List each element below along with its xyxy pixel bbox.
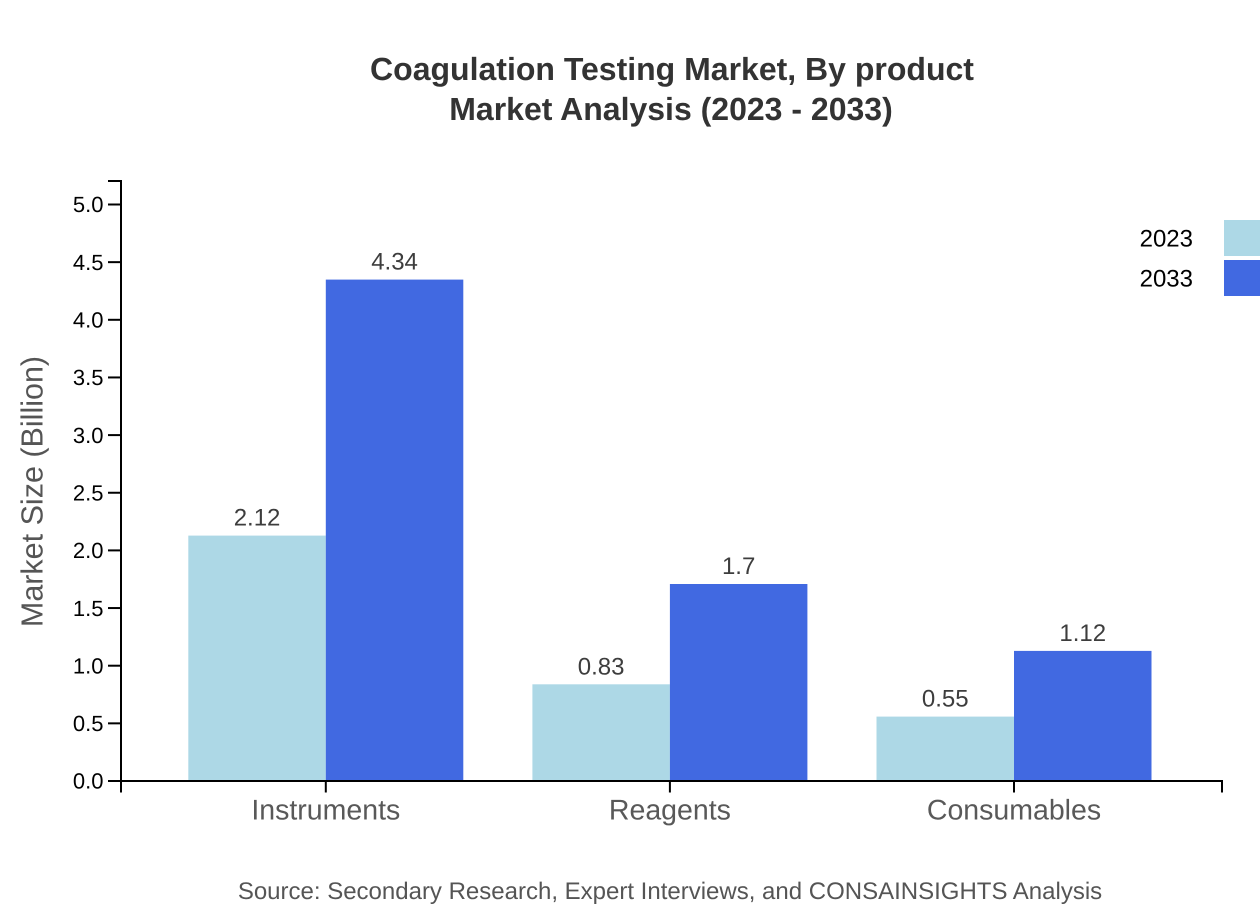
svg-text:Instruments: Instruments	[251, 795, 400, 827]
svg-text:3.0: 3.0	[73, 423, 104, 448]
svg-text:Source: Secondary Research, Ex: Source: Secondary Research, Expert Inter…	[238, 878, 1102, 905]
svg-text:5.0: 5.0	[73, 192, 104, 217]
svg-text:2.5: 2.5	[73, 480, 104, 505]
svg-text:4.5: 4.5	[73, 250, 104, 275]
svg-text:Market Analysis (2023 - 2033): Market Analysis (2023 - 2033)	[449, 91, 893, 127]
svg-text:1.0: 1.0	[73, 653, 104, 678]
svg-text:4.34: 4.34	[371, 249, 418, 276]
svg-text:0.0: 0.0	[73, 769, 104, 794]
svg-text:3.5: 3.5	[73, 365, 104, 390]
svg-text:2023: 2023	[1140, 226, 1193, 253]
svg-text:1.7: 1.7	[722, 553, 755, 580]
svg-text:0.83: 0.83	[578, 653, 625, 680]
svg-text:2.0: 2.0	[73, 538, 104, 563]
svg-text:4.0: 4.0	[73, 308, 104, 333]
svg-text:2.12: 2.12	[234, 505, 281, 532]
svg-text:1.5: 1.5	[73, 596, 104, 621]
svg-text:Consumables: Consumables	[927, 795, 1101, 827]
svg-text:0.55: 0.55	[922, 686, 969, 713]
svg-text:0.5: 0.5	[73, 711, 104, 736]
svg-text:Coagulation Testing Market, By: Coagulation Testing Market, By product	[370, 51, 974, 87]
svg-text:Market Size (Billion): Market Size (Billion)	[16, 356, 50, 627]
svg-text:2033: 2033	[1140, 266, 1193, 293]
svg-text:Reagents: Reagents	[609, 795, 731, 827]
svg-text:1.12: 1.12	[1059, 620, 1106, 647]
